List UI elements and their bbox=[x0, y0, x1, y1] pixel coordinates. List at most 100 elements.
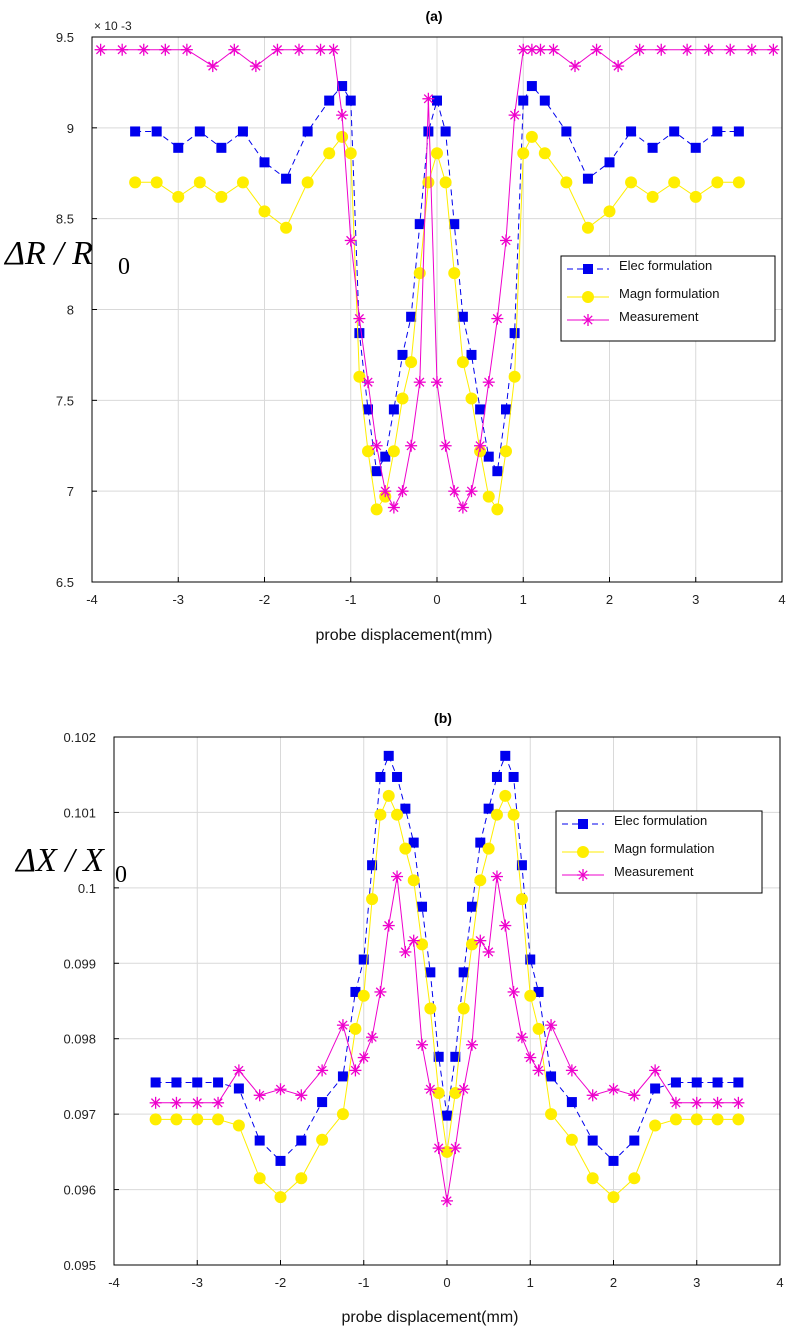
data-point bbox=[387, 445, 400, 458]
data-point bbox=[391, 870, 404, 883]
y-tick-label: 6.5 bbox=[56, 575, 74, 590]
data-point bbox=[249, 60, 262, 73]
data-point bbox=[295, 1172, 308, 1185]
ticks: -4 -3 -2 -1 0 1 2 3 4 0.095 0.096 0.097 0.098 0.099 0.… bbox=[63, 730, 783, 1290]
y-tick-label: 0.102 bbox=[63, 730, 96, 745]
legend-label: Magn formulation bbox=[614, 841, 714, 856]
data-point bbox=[232, 1119, 245, 1132]
data-point bbox=[492, 466, 503, 477]
chart-title: (a) bbox=[425, 8, 442, 24]
data-point bbox=[170, 1113, 183, 1126]
legend-item: Elec formulation bbox=[562, 813, 707, 829]
x-tick-label: -1 bbox=[345, 592, 357, 607]
legend-item: Magn formulation bbox=[567, 286, 719, 303]
series bbox=[149, 750, 745, 1207]
data-point bbox=[767, 43, 780, 56]
data-point bbox=[517, 147, 530, 160]
data-point bbox=[281, 173, 292, 184]
data-point bbox=[500, 445, 512, 458]
y-tick-label: 0.095 bbox=[63, 1258, 96, 1273]
legend-marker bbox=[577, 846, 589, 858]
data-point bbox=[280, 221, 293, 234]
data-point bbox=[649, 1119, 662, 1132]
x-tick-label: -4 bbox=[108, 1275, 120, 1290]
data-point bbox=[449, 1087, 462, 1100]
y-exponent-label: × 10 -3 bbox=[94, 19, 132, 33]
data-point bbox=[441, 1145, 453, 1158]
data-point bbox=[173, 142, 184, 153]
data-point bbox=[191, 1096, 204, 1109]
y-axis-label-subscript: 0 bbox=[115, 862, 127, 888]
data-point bbox=[458, 967, 469, 978]
data-point bbox=[525, 954, 536, 965]
data-point bbox=[565, 1133, 578, 1146]
data-point bbox=[432, 1087, 445, 1100]
data-point bbox=[424, 1083, 437, 1096]
data-point bbox=[215, 190, 228, 203]
data-point bbox=[449, 1142, 462, 1155]
data-point bbox=[724, 43, 737, 56]
legend-item: Elec formulation bbox=[567, 258, 712, 274]
data-point bbox=[499, 789, 512, 802]
data-point bbox=[274, 1191, 287, 1204]
data-point bbox=[259, 157, 270, 168]
y-tick-label: 8 bbox=[67, 303, 74, 318]
data-point bbox=[363, 404, 373, 415]
data-point bbox=[302, 126, 313, 137]
data-point bbox=[483, 451, 494, 462]
x-tick-label: 3 bbox=[692, 592, 699, 607]
data-point bbox=[387, 501, 400, 514]
data-point bbox=[405, 356, 418, 369]
data-point bbox=[482, 945, 495, 958]
data-point bbox=[442, 1110, 452, 1121]
data-point bbox=[500, 234, 512, 247]
data-point bbox=[457, 311, 468, 322]
data-point bbox=[228, 43, 241, 56]
data-point bbox=[349, 1022, 362, 1035]
data-point bbox=[392, 771, 403, 782]
data-point bbox=[362, 445, 374, 458]
data-point bbox=[192, 1077, 203, 1088]
data-point bbox=[337, 1071, 348, 1082]
data-point bbox=[397, 349, 408, 360]
data-point bbox=[711, 1096, 724, 1109]
legend-marker bbox=[582, 291, 594, 303]
data-point bbox=[712, 126, 723, 137]
legend-marker bbox=[583, 264, 593, 274]
data-point bbox=[607, 1083, 620, 1096]
data-point bbox=[508, 771, 519, 782]
x-tick-label: 4 bbox=[778, 592, 785, 607]
data-point bbox=[399, 842, 412, 855]
y-tick-label: 7.5 bbox=[56, 393, 74, 408]
data-point bbox=[253, 1172, 266, 1185]
legend-marker bbox=[582, 314, 594, 326]
data-point bbox=[712, 1077, 723, 1088]
legend: Elec formulation Magn formulation Measurem… bbox=[555, 810, 763, 894]
data-point bbox=[379, 485, 392, 498]
x-tick-label: -2 bbox=[259, 592, 271, 607]
data-point bbox=[171, 1077, 182, 1088]
data-point bbox=[212, 1113, 225, 1126]
data-point bbox=[649, 1064, 662, 1077]
data-point bbox=[586, 1172, 599, 1185]
data-point bbox=[159, 43, 172, 56]
data-point bbox=[532, 1022, 545, 1035]
data-point bbox=[371, 466, 382, 477]
data-point bbox=[561, 126, 572, 137]
data-point bbox=[425, 967, 436, 978]
data-point bbox=[491, 503, 504, 516]
data-point bbox=[254, 1135, 265, 1146]
data-point bbox=[500, 750, 511, 761]
data-point bbox=[608, 1155, 619, 1166]
data-point bbox=[669, 126, 680, 137]
legend-label: Measurement bbox=[619, 309, 699, 324]
data-point bbox=[258, 205, 271, 218]
data-point bbox=[408, 837, 419, 848]
data-point bbox=[367, 860, 378, 871]
data-point bbox=[296, 1135, 307, 1146]
data-point bbox=[170, 1096, 183, 1109]
data-point bbox=[690, 1113, 703, 1126]
data-point bbox=[532, 1064, 545, 1077]
data-point bbox=[628, 1172, 641, 1185]
data-point bbox=[669, 1096, 682, 1109]
